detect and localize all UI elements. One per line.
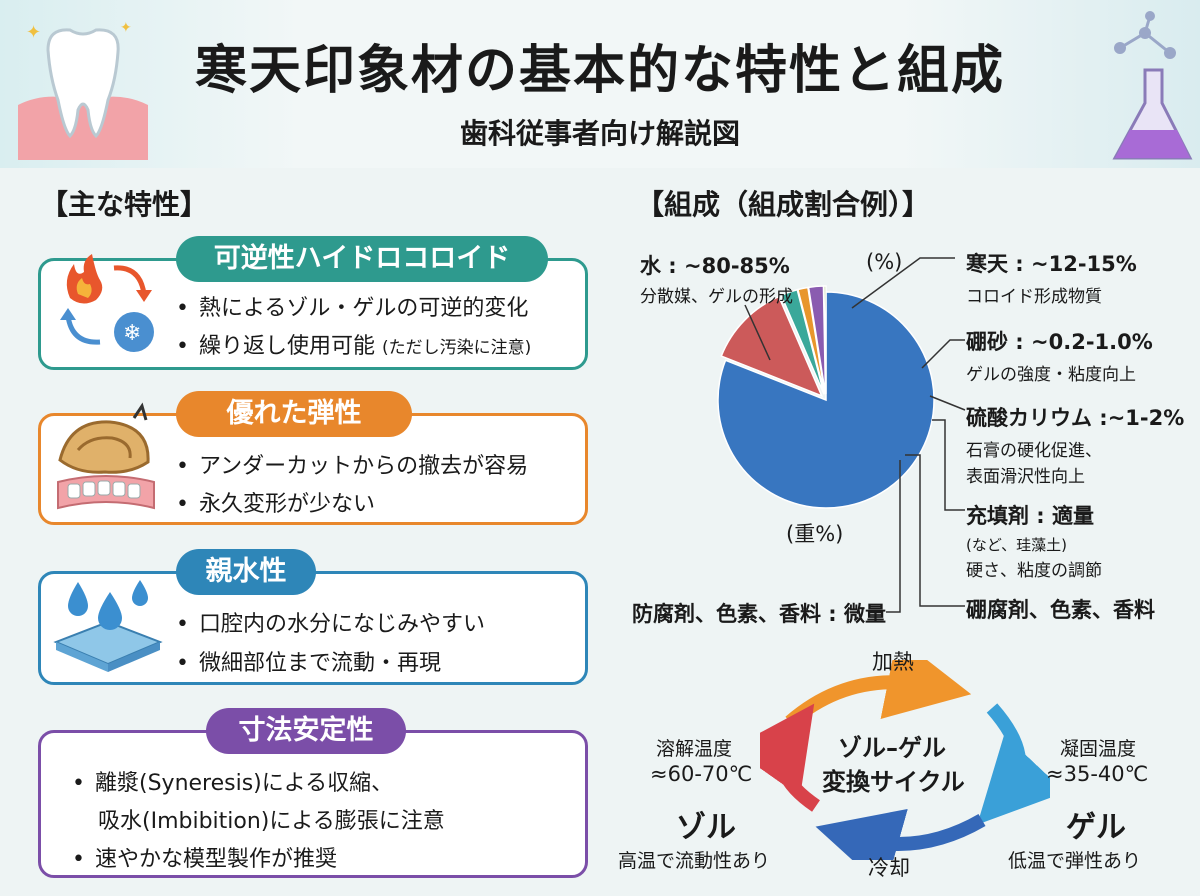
- unit-top-label: (%): [866, 250, 903, 274]
- leader-lines: [744, 257, 966, 613]
- solid-temp-label: 凝固温度: [1060, 738, 1137, 760]
- tooth-icon: ✦ ✦: [18, 20, 148, 160]
- bullet-hydrophilic-1: • 口腔内の水分になじみやすい: [176, 612, 486, 637]
- solidify-arrow: [977, 703, 1050, 825]
- sol-desc: 高温で流動性あり: [618, 850, 771, 872]
- solid-temp-value: ≈35-40℃: [1046, 762, 1149, 786]
- label-filler-sub1: (など、珪藻土): [966, 536, 1067, 554]
- gel-label: ゲル: [1066, 810, 1126, 845]
- card-title-hydrophilic: 親水性: [176, 549, 316, 595]
- sol-gel-cycle-arrows: [760, 660, 1050, 860]
- pie-slice-2: [780, 288, 825, 395]
- cycle-center-2: 変換サイクル: [822, 768, 965, 796]
- water-drops-icon: [53, 580, 163, 672]
- card-title-elasticity: 優れた弾性: [176, 391, 412, 437]
- label-borax: 硼砂 : ~0.2-1.0%: [966, 330, 1153, 354]
- bullet-elasticity-1: • アンダーカットからの撤去が容易: [176, 454, 529, 479]
- label-agar-sub: コロイド形成物質: [966, 287, 1102, 307]
- bullet-dimensional-1: • 離漿(Syneresis)による収縮、: [72, 771, 394, 796]
- card-title-reversible: 可逆性ハイドロコロイド: [176, 236, 548, 282]
- cycle-cool-label: 冷却: [868, 856, 910, 880]
- heat-arrow: [785, 660, 972, 728]
- heat-cool-cycle-icon: ❄: [60, 254, 154, 352]
- page-title: 寒天印象材の基本的な特性と組成: [194, 41, 1005, 101]
- label-filler: 充填剤 : 適量: [966, 504, 1095, 528]
- bullet-elasticity-2: • 永久変形が少ない: [176, 492, 376, 517]
- svg-text:✦: ✦: [26, 22, 41, 43]
- svg-text:✦: ✦: [120, 20, 132, 36]
- composition-section-title: 【組成（組成割合例）】: [636, 188, 931, 221]
- bullet-reversible-2: • 繰り返し使用可能 (ただし汚染に注意): [176, 334, 532, 359]
- cycle-heat-label: 加熱: [872, 650, 914, 674]
- flask-icon: [1112, 11, 1193, 160]
- pie-slice-0: [717, 291, 935, 509]
- bullet-hydrophilic-2: • 微細部位まで流動・再現: [176, 651, 442, 676]
- impression-tray-icon: [57, 402, 155, 510]
- card-dimensional-stability: [38, 730, 588, 878]
- label-k2so4-sub2: 表面滑沢性向上: [966, 467, 1085, 487]
- cool-arrow: [815, 808, 986, 860]
- svg-text:❄: ❄: [123, 321, 141, 346]
- header-banner: ✦ ✦: [0, 0, 1200, 168]
- label-water-sub: 分散媒、ゲルの形成: [640, 287, 793, 307]
- bullet-dimensional-2: • 速やかな模型製作が推奨: [72, 847, 338, 872]
- melt-temp-value: ≈60-70℃: [650, 762, 753, 786]
- label-k2so4: 硫酸カリウム :~1-2%: [966, 406, 1185, 430]
- label-water: 水 : ~80-85%: [640, 254, 790, 278]
- label-preservative-left: 防腐剤、色素、香料 : 微量: [632, 602, 887, 626]
- sol-label: ゾル: [676, 810, 736, 845]
- label-k2so4-sub1: 石膏の硬化促進、: [966, 441, 1102, 461]
- bullet-reversible-1: • 熱によるゾル・ゲルの可逆的変化: [176, 296, 529, 321]
- gel-desc: 低温で弾性あり: [1008, 850, 1142, 872]
- label-filler-sub2: 硬さ、粘度の調節: [966, 561, 1102, 581]
- pie-slice-1: [720, 295, 824, 398]
- properties-section-title: 【主な特性】: [40, 188, 209, 221]
- label-preservative-right: 硼腐剤、色素、香料: [966, 598, 1155, 622]
- unit-bottom-label: (重%): [786, 522, 844, 546]
- melt-arrow: [760, 703, 821, 812]
- pie-slice-5: [823, 285, 827, 395]
- cycle-center-1: ゾル–ゲル: [838, 734, 946, 762]
- bullet-dimensional-1b: 吸水(Imbibition)による膨張に注意: [98, 809, 445, 834]
- label-borax-sub: ゲルの強度・粘度向上: [966, 365, 1136, 385]
- label-agar: 寒天 : ~12-15%: [966, 252, 1137, 276]
- melt-temp-label: 溶解温度: [656, 738, 733, 760]
- page-subtitle: 歯科従事者向け解説図: [459, 117, 740, 150]
- card-title-dimensional: 寸法安定性: [206, 708, 406, 754]
